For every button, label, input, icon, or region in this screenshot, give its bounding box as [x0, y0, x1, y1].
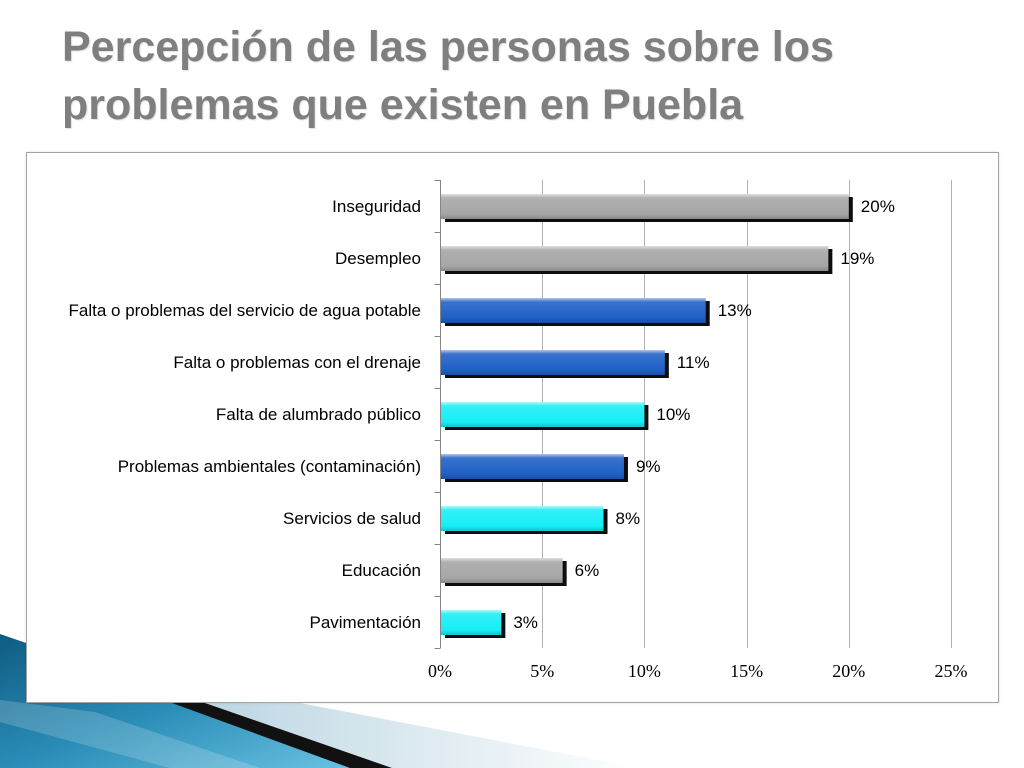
category-label: Servicios de salud — [283, 509, 421, 528]
bar-group-desempleo: 19% Desempleo — [335, 246, 874, 274]
bar-chart: 20% Inseguridad 19% Desempleo 13% Falta o pro… — [69, 180, 968, 681]
data-label: 3% — [513, 613, 538, 632]
x-tick-label: 10% — [628, 661, 661, 681]
bar-group-pavimentacion: 3% Pavimentación — [309, 610, 538, 638]
x-tick-label: 0% — [428, 661, 452, 681]
bar-group-falta-o-problemas-del-servicio-de-agua-potable: 13% Falta o problemas del servicio de agu… — [69, 298, 752, 326]
x-tick-label: 5% — [530, 661, 554, 681]
slide-title: Percepción de las personas sobre los pro… — [62, 23, 834, 129]
data-label: 19% — [840, 249, 874, 268]
data-label: 9% — [636, 457, 661, 476]
bar-desempleo — [441, 246, 829, 271]
bar-group-falta-o-problemas-con-el-drenaje: 11% Falta o problemas con el drenaje — [173, 350, 710, 378]
bars: 20% Inseguridad 19% Desempleo 13% Falta o pro… — [69, 194, 895, 638]
x-tick-label: 25% — [935, 661, 968, 681]
corner-black-stripe — [172, 703, 392, 768]
bar-pavimentacion — [441, 610, 502, 635]
x-tick-label: 15% — [730, 661, 763, 681]
bar-group-educacion: 6% Educación — [342, 558, 600, 586]
category-label: Pavimentación — [309, 613, 421, 632]
category-label: Falta de alumbrado público — [216, 405, 421, 424]
category-label: Inseguridad — [332, 197, 421, 216]
data-label: 10% — [656, 405, 690, 424]
bar-inseguridad — [441, 194, 849, 219]
corner-teal-highlight — [0, 700, 260, 768]
category-label: Falta o problemas con el drenaje — [173, 353, 421, 372]
bar-group-falta-de-alumbrado-publico: 10% Falta de alumbrado público — [216, 402, 690, 430]
category-label: Desempleo — [335, 249, 421, 268]
bar-educacion — [441, 558, 563, 583]
data-label: 8% — [616, 509, 641, 528]
bar-group-inseguridad: 20% Inseguridad — [332, 194, 895, 222]
bar-falta-o-problemas-con-el-drenaje — [441, 350, 665, 375]
y-axis — [434, 180, 441, 649]
bar-problemas-ambientales-contaminacion — [441, 454, 624, 479]
corner-pale-stripe — [205, 703, 640, 768]
x-tick-label: 20% — [832, 661, 865, 681]
x-axis-tick-labels: 0% 5% 10% 15% 20% 25% — [428, 661, 968, 681]
bar-falta-de-alumbrado-publico — [441, 402, 645, 427]
category-label: Problemas ambientales (contaminación) — [118, 457, 421, 476]
category-label: Educación — [342, 561, 421, 580]
data-label: 11% — [677, 353, 710, 372]
data-label: 13% — [718, 301, 752, 320]
data-label: 6% — [575, 561, 600, 580]
bar-servicios-de-salud — [441, 506, 604, 531]
category-label: Falta o problemas del servicio de agua p… — [69, 301, 422, 320]
bar-group-servicios-de-salud: 8% Servicios de salud — [283, 506, 640, 534]
chart-frame: 20% Inseguridad 19% Desempleo 13% Falta o pro… — [26, 152, 999, 703]
bar-group-problemas-ambientales-contaminacion: 9% Problemas ambientales (contaminación) — [118, 454, 661, 482]
data-label: 20% — [861, 197, 895, 216]
bar-falta-o-problemas-del-servicio-de-agua-potable — [441, 298, 706, 323]
